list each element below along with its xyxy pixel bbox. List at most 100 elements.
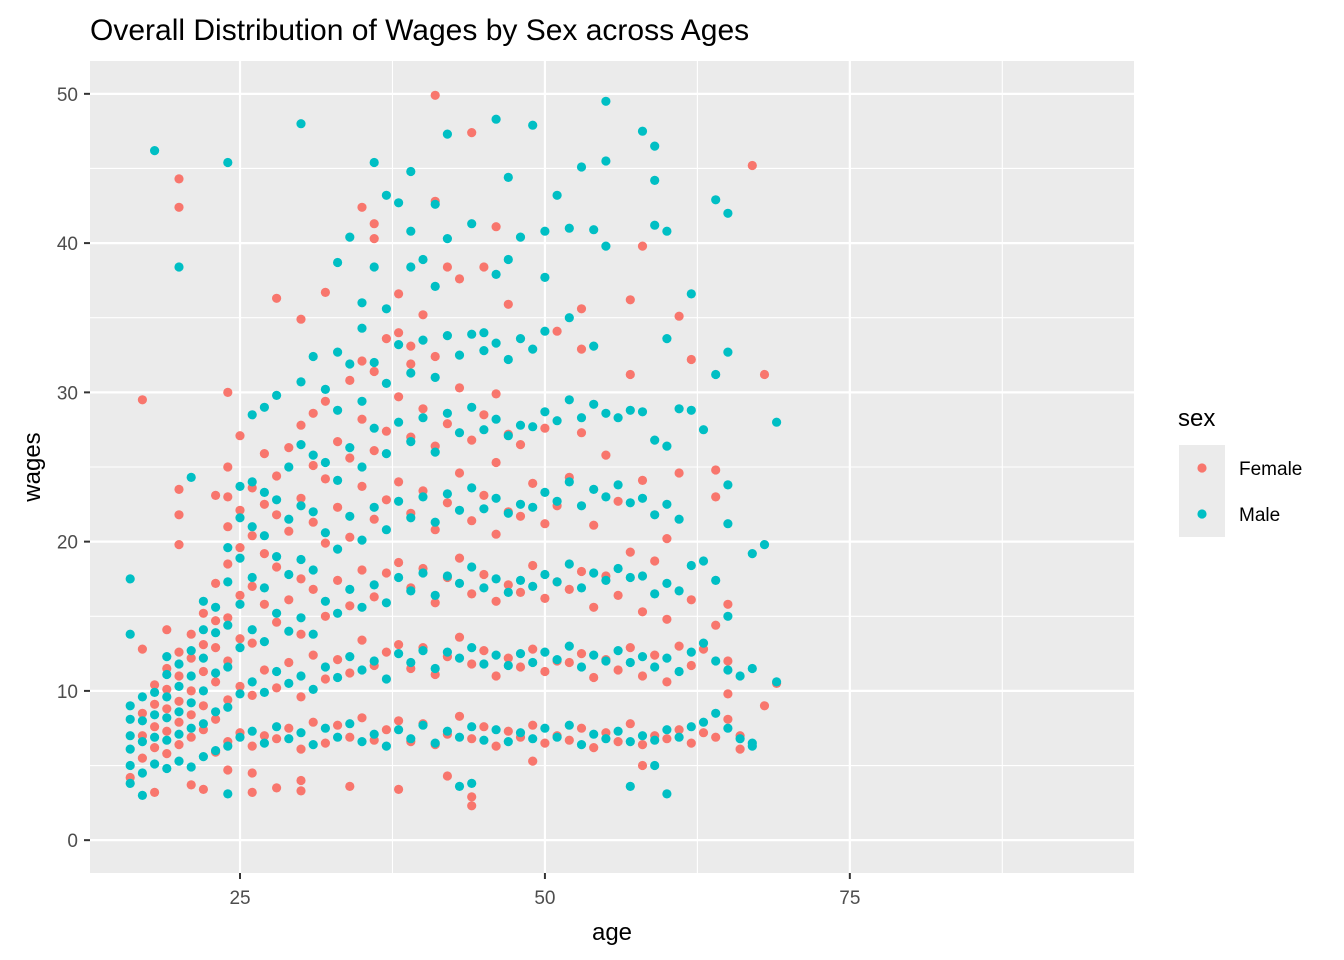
data-point xyxy=(454,274,465,284)
data-point xyxy=(211,490,221,500)
data-point xyxy=(320,384,330,394)
data-point xyxy=(467,516,477,526)
data-point xyxy=(186,698,196,708)
data-point xyxy=(674,732,684,742)
data-point xyxy=(394,417,404,427)
data-point xyxy=(686,647,696,657)
data-point xyxy=(333,475,343,485)
data-point xyxy=(333,544,343,554)
data-point xyxy=(162,625,172,635)
data-point xyxy=(369,592,379,602)
data-point xyxy=(515,334,526,344)
data-point xyxy=(125,629,135,639)
data-point xyxy=(528,344,538,354)
data-point xyxy=(357,323,367,333)
data-point xyxy=(759,540,770,550)
data-point xyxy=(430,525,440,535)
data-point xyxy=(625,643,635,653)
data-point xyxy=(454,428,465,438)
data-point xyxy=(198,719,208,729)
data-point xyxy=(162,735,172,745)
data-point xyxy=(686,738,696,748)
data-point xyxy=(296,554,306,565)
data-point xyxy=(454,350,465,360)
data-point xyxy=(442,771,452,781)
data-point xyxy=(528,502,538,512)
data-point xyxy=(333,437,343,447)
data-point xyxy=(662,441,672,451)
data-point xyxy=(711,656,721,666)
data-point xyxy=(235,681,245,692)
data-point xyxy=(637,241,648,251)
data-point xyxy=(333,405,343,415)
data-point xyxy=(137,395,147,405)
data-point xyxy=(674,311,684,321)
data-point xyxy=(394,649,404,659)
data-point xyxy=(515,587,526,598)
data-point xyxy=(418,568,428,578)
data-point xyxy=(369,423,379,433)
data-point xyxy=(564,641,574,651)
data-point xyxy=(247,522,257,532)
data-point xyxy=(540,272,550,282)
data-point xyxy=(467,589,477,599)
data-point xyxy=(723,723,733,733)
data-point xyxy=(345,232,355,242)
data-point xyxy=(662,734,672,744)
data-point xyxy=(333,608,343,618)
data-point xyxy=(272,617,282,627)
data-point xyxy=(369,446,379,456)
data-point xyxy=(650,662,660,672)
data-point xyxy=(345,601,355,611)
data-point xyxy=(198,784,208,795)
data-point xyxy=(515,575,526,586)
data-point xyxy=(296,728,306,738)
data-point xyxy=(601,241,611,251)
data-point xyxy=(747,549,757,559)
data-point xyxy=(454,383,465,393)
data-point xyxy=(235,543,245,553)
data-point xyxy=(406,359,416,369)
data-point xyxy=(211,602,221,612)
data-point xyxy=(320,674,330,684)
data-point xyxy=(454,732,465,742)
data-point xyxy=(613,726,623,736)
data-point xyxy=(613,563,623,574)
data-point xyxy=(186,646,196,656)
data-point xyxy=(454,781,465,792)
data-point xyxy=(381,190,391,200)
data-point xyxy=(272,722,282,732)
data-point xyxy=(552,416,562,426)
data-point xyxy=(174,484,184,494)
data-point xyxy=(223,462,233,472)
data-point xyxy=(686,405,696,415)
data-point xyxy=(467,435,477,445)
data-point xyxy=(394,640,404,650)
data-point xyxy=(296,786,306,796)
data-point xyxy=(589,650,599,660)
data-point xyxy=(625,295,635,305)
data-point xyxy=(357,565,367,575)
data-point xyxy=(467,128,477,138)
data-point xyxy=(564,735,574,745)
data-point xyxy=(308,740,318,750)
data-point xyxy=(198,608,208,618)
data-point xyxy=(552,732,562,742)
data-point xyxy=(491,222,501,232)
data-point xyxy=(479,346,489,356)
data-point xyxy=(747,741,757,751)
data-point xyxy=(479,425,489,435)
data-point xyxy=(503,354,513,365)
data-point xyxy=(528,644,538,654)
data-point xyxy=(272,495,282,505)
data-point xyxy=(198,640,208,650)
data-point xyxy=(601,734,611,744)
legend-label: Male xyxy=(1239,505,1280,526)
data-point xyxy=(247,726,257,736)
data-point xyxy=(454,632,465,642)
data-point xyxy=(662,614,672,624)
data-point xyxy=(284,678,294,689)
data-point xyxy=(198,701,208,711)
data-point xyxy=(515,728,526,738)
data-point xyxy=(259,731,269,741)
